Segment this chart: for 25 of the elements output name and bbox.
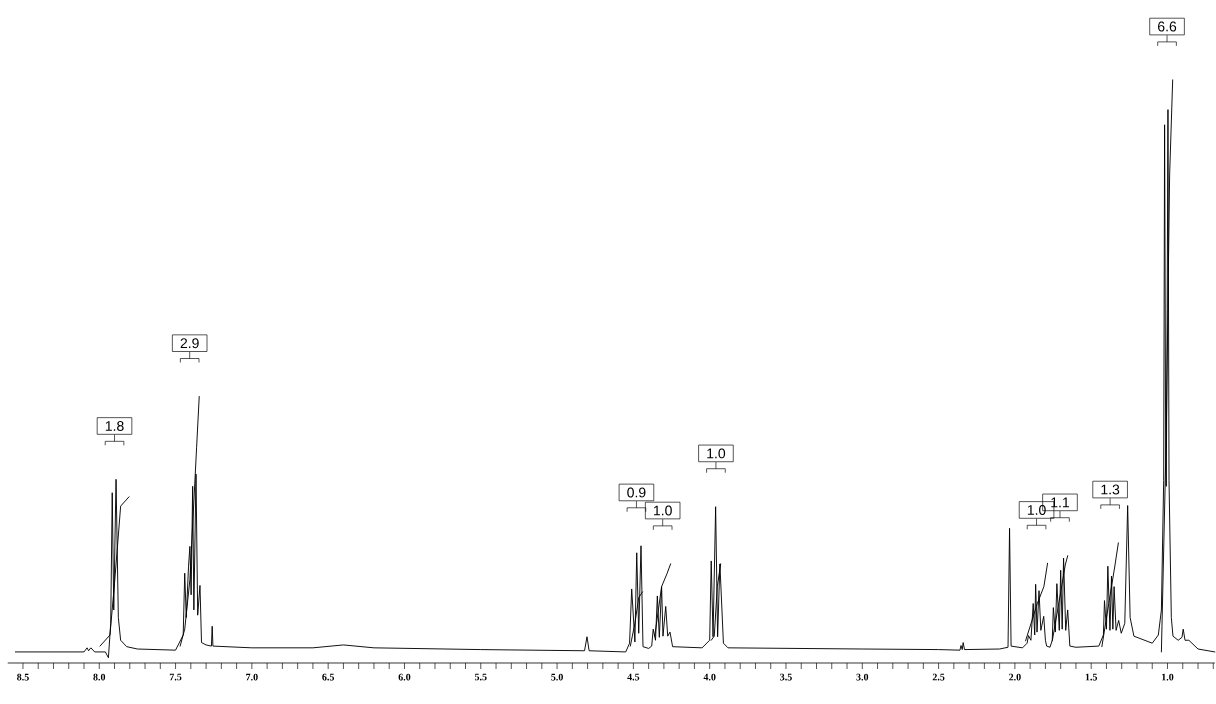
annotation: 1.8 (105, 421, 124, 431)
x-tick-label: 6.0 (398, 673, 411, 681)
x-tick-label: 3.0 (856, 673, 869, 681)
x-tick-label: 1.0 (1162, 673, 1174, 681)
annotation: 1.0 (1027, 505, 1046, 515)
x-tick-label: 8.0 (93, 673, 106, 681)
x-tick-label: 7.0 (246, 673, 258, 681)
x-tick-label: 5.5 (474, 673, 487, 681)
x-tick-label: 3.5 (780, 673, 792, 681)
x-tick-label: 6.5 (322, 673, 335, 681)
x-tick-label: 7.5 (169, 673, 182, 681)
x-tick-label: 2.0 (1009, 673, 1021, 681)
annotation: 0.9 (627, 487, 646, 498)
x-tick-label: 4.0 (703, 673, 716, 681)
x-tick-label: 1.5 (1085, 673, 1098, 681)
x-tick-label: 2.5 (932, 673, 945, 681)
annotation: 1.3 (1101, 484, 1120, 495)
text: 6.6 (1158, 21, 1177, 32)
annotation: 1.0 (654, 505, 672, 516)
annotation: 2.9 (180, 338, 199, 349)
x-tick-label: 8.5 (17, 673, 29, 681)
x-tick-label: 4.5 (627, 673, 640, 681)
x-tick-label: 5.0 (551, 673, 563, 681)
annotation: 1.0 (707, 448, 726, 459)
annotation: 1.1 (1051, 497, 1070, 508)
